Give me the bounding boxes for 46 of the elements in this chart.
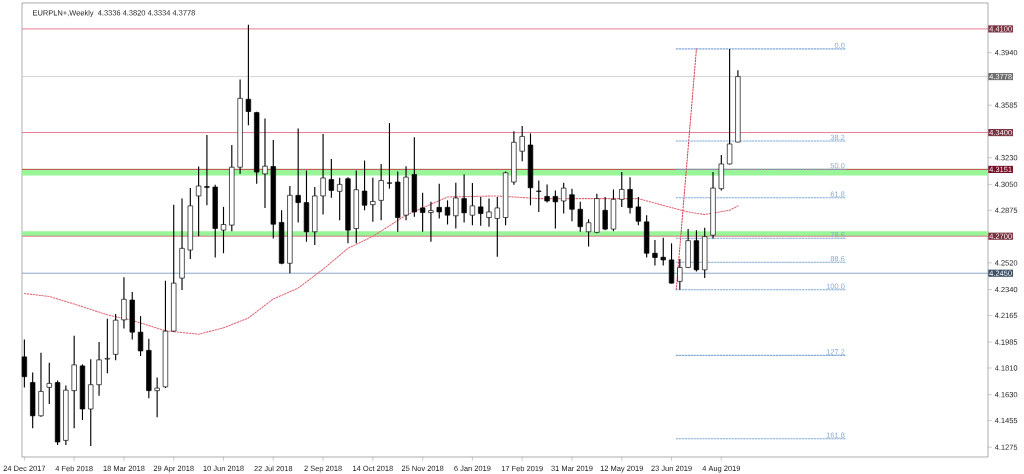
candlestick (660, 237, 666, 267)
candlestick (378, 163, 384, 221)
candlestick (602, 196, 608, 231)
candlestick (478, 196, 484, 227)
candlestick (668, 242, 675, 285)
candlestick (569, 188, 575, 222)
candlestick (494, 196, 500, 258)
candlestick (154, 376, 160, 418)
candlestick (428, 201, 434, 243)
candlestick (544, 183, 550, 204)
candlestick (726, 48, 733, 165)
candlestick (453, 182, 459, 230)
candlestick (436, 183, 442, 220)
candlestick (220, 206, 227, 254)
candlestick (561, 182, 567, 215)
candlestick (320, 133, 326, 216)
candlestick (370, 177, 376, 223)
candlestick (361, 159, 368, 211)
candlestick (328, 158, 335, 199)
candlestick (104, 318, 111, 374)
candlestick (627, 176, 633, 215)
candlestick (469, 182, 476, 226)
candlestick (419, 192, 426, 233)
candlestick (677, 258, 683, 291)
candlestick (444, 199, 451, 226)
candlestick (245, 24, 252, 126)
candlestick (195, 166, 202, 237)
candlestick (337, 177, 343, 221)
candlestick (461, 173, 467, 224)
candlestick (552, 189, 559, 230)
candlestick (295, 127, 301, 224)
candlestick (619, 171, 625, 208)
candlestick (486, 198, 492, 228)
candlestick (386, 122, 393, 190)
candlestick (121, 276, 127, 330)
candlestick (21, 338, 28, 388)
candlestick (204, 134, 210, 206)
candlestick (137, 315, 144, 357)
candlestick (519, 125, 525, 162)
candlestick (262, 117, 268, 209)
candlestick (577, 201, 583, 233)
candlestick (536, 179, 542, 213)
candlestick (46, 362, 52, 405)
candlestick (652, 239, 658, 267)
candlestick (585, 218, 592, 248)
candlestick (635, 196, 642, 226)
